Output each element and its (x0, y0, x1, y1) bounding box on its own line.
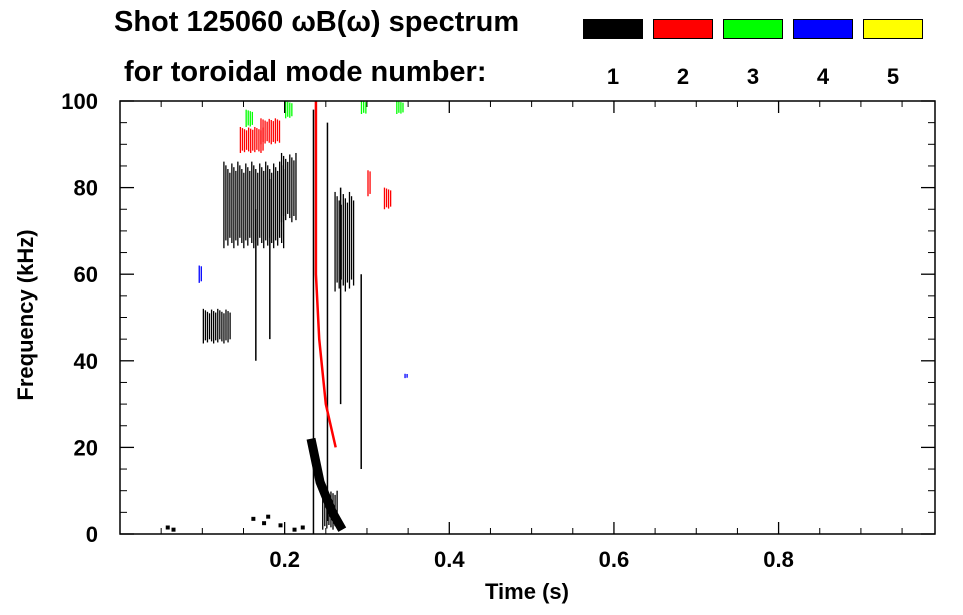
legend-label-3: 3 (746, 64, 760, 89)
y-tick-label: 40 (74, 349, 98, 374)
legend-label-1: 1 (606, 64, 620, 89)
x-tick-label: 0.6 (599, 547, 630, 572)
axis-ticks (120, 100, 935, 535)
mode-1-point (165, 525, 170, 530)
axis-tick-labels: 0.2 0.4 0.6 0.8 0 20 40 60 80 100 (61, 89, 794, 572)
mode-1-point (292, 527, 297, 532)
legend-caption: for toroidal mode number: (124, 56, 487, 88)
y-axis-label: Frequency (kHz) (13, 229, 38, 400)
data-marks (165, 101, 408, 534)
mode-1-point (171, 527, 176, 532)
x-axis-label: Time (s) (485, 579, 569, 604)
legend-label-2: 2 (676, 64, 690, 89)
x-tick-label: 0.2 (269, 547, 300, 572)
mode-1-chirp (306, 437, 347, 532)
legend-swatch-1 (583, 19, 643, 39)
legend-swatch-2 (653, 19, 713, 39)
y-tick-label: 100 (61, 89, 98, 114)
x-tick-label: 0.4 (434, 547, 465, 572)
legend-swatch-3 (723, 19, 783, 39)
y-tick-label: 20 (74, 435, 98, 460)
mode-1-point (266, 514, 271, 519)
chart-title: Shot 125060 ωB(ω) spectrum (114, 6, 520, 38)
plot-frame (119, 100, 936, 535)
x-tick-label: 0.8 (763, 547, 794, 572)
mode-1-point (300, 525, 305, 530)
y-tick-label: 0 (86, 522, 98, 547)
y-tick-label: 60 (74, 262, 98, 287)
legend-swatch-4 (793, 19, 853, 39)
mode-2-chirp (314, 101, 337, 448)
mode-1-point (278, 523, 283, 528)
legend-swatch-5 (863, 19, 923, 39)
legend-label-5: 5 (886, 64, 900, 89)
y-tick-label: 80 (74, 176, 98, 201)
mode-1-point (262, 521, 267, 526)
mode-1-point (251, 516, 256, 521)
legend-label-4: 4 (816, 64, 830, 89)
